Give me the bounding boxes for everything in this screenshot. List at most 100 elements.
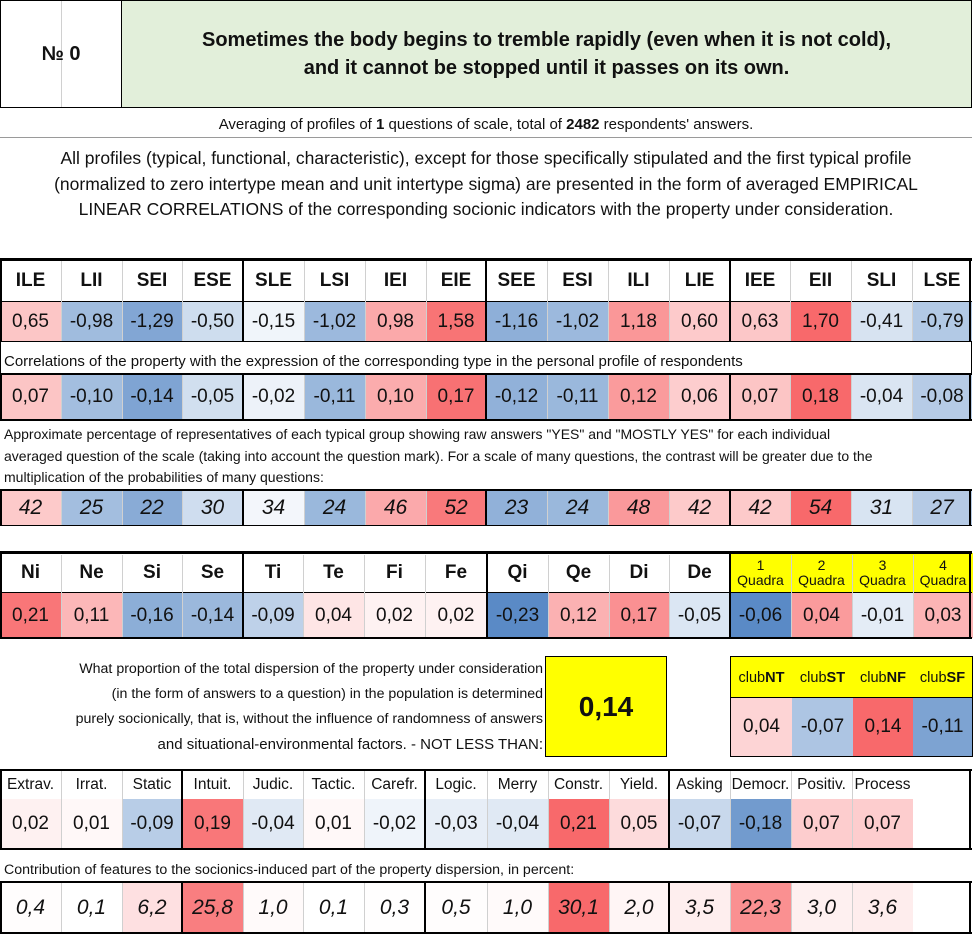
club-value: 0,04 [731,698,792,756]
trait-value: -0,18 [730,799,791,848]
trait-contrib-value: 3,6 [852,882,913,934]
trait-label: Static [132,775,172,793]
function-label: Qi [507,562,528,583]
type-label: EII [808,270,833,291]
question-title: Sometimes the body begins to tremble rap… [202,29,891,51]
function-value: -0,16 [122,593,182,638]
clubs-header-row [730,656,973,698]
type-label: SEE [497,270,536,291]
trait-contrib-value: 0,4 [0,882,61,934]
trait-label: Merry [497,775,538,793]
type-corr-value: -0,02 [243,375,304,419]
type-corr-value: 0,10 [365,375,426,419]
trait-value: 0,19 [182,799,243,848]
function-value: 0,04 [303,593,364,638]
type-corr-value: -0,08 [912,375,972,419]
trait-label: Carefr. [371,775,418,793]
trait-value: 0,07 [791,799,852,848]
trait-value: -0,09 [122,799,182,848]
type-label: IEI [383,270,408,291]
quadra-label: 4 Quadra [913,553,973,593]
type-corr-value: 0,06 [669,375,730,419]
trait-label: Process [854,775,911,793]
type-profile-value: 0,63 [730,302,790,342]
trait-label: Yield. [619,775,659,793]
type-pct-value: 46 [365,491,426,525]
respondents-count: 2482 [566,116,600,133]
function-value: -0,14 [182,593,243,638]
function-value: 0,02 [364,593,425,638]
type-label: EIE [440,270,472,291]
type-corr-value: -0,14 [122,375,182,419]
type-profile-value: 1,70 [790,302,851,342]
type-pct-value: 42 [730,491,790,525]
type-profile-value: -1,02 [547,302,608,342]
type-pct-value: 48 [608,491,669,525]
type-profile-value: -1,29 [122,302,182,342]
trait-label: Irrat. [75,775,108,793]
dispersion-value-box: 0,14 [545,656,667,757]
function-label: Fe [444,562,468,583]
question-number: № 0 [41,42,81,65]
trait-contrib-value: 30,1 [548,882,609,934]
trait-contrib-value: 3,5 [669,882,730,934]
trait-value: 0,21 [548,799,609,848]
types-pct-caption: Approximate percentage of representative… [4,426,873,485]
type-corr-value: -0,05 [182,375,243,419]
type-profile-value: -0,41 [851,302,912,342]
type-label: LIE [684,270,715,291]
quadra-value: 0,04 [791,593,852,638]
type-profile-value: 0,65 [0,302,61,342]
trait-label: Democr. [731,775,790,793]
dispersion-value: 0,14 [578,690,634,722]
dispersion-text: What proportion of the total dispersion … [75,661,543,753]
type-label: LSI [319,270,350,291]
trait-contrib-value: 2,0 [609,882,669,934]
type-label: LII [80,270,103,291]
function-label: De [687,562,712,583]
type-label: ESE [193,270,232,291]
type-corr-value: -0,11 [547,375,608,419]
clubs-values-row [730,698,973,757]
trait-value: -0,03 [425,799,487,848]
trait-value: 0,02 [0,799,61,848]
function-label: Di [629,562,649,583]
trait-value: -0,07 [669,799,730,848]
trait-label: Constr. [553,775,604,793]
type-profile-value: 1,58 [426,302,486,342]
type-label: ESI [562,270,593,291]
trait-contrib-value: 1,0 [243,882,303,934]
types-corr-caption: Correlations of the property with the ex… [4,353,743,370]
type-profile-value: -0,50 [182,302,243,342]
type-label: ILE [15,270,46,291]
function-label: Te [323,562,344,583]
type-pct-value: 22 [122,491,182,525]
trait-label: Logic. [435,775,477,793]
type-corr-value: 0,07 [730,375,790,419]
type-pct-value: 24 [304,491,365,525]
type-corr-value: -0,04 [851,375,912,419]
quadra-label: 2 Quadra [791,553,852,593]
trait-value: 0,01 [303,799,364,848]
function-label: Qe [565,562,592,583]
club-label: club ST [799,669,846,686]
trait-contrib-value: 0,1 [61,882,122,934]
function-value: 0,17 [609,593,669,638]
function-label: Ne [79,562,104,583]
type-pct-value: 31 [851,491,912,525]
function-value: 0,21 [0,593,61,638]
type-profile-value: -0,79 [912,302,972,342]
description-text: All profiles (typical, functional, chara… [54,148,918,219]
type-label: SEI [136,270,168,291]
function-label: Ni [21,562,40,583]
type-pct-value: 42 [669,491,730,525]
function-value: 0,12 [548,593,609,638]
type-profile-value: -0,98 [61,302,122,342]
type-label: SLE [255,270,292,291]
questions-count: 1 [376,116,385,133]
club-label: club NF [860,669,906,686]
trait-value: -0,02 [364,799,425,848]
type-pct-value: 34 [243,491,304,525]
function-label: Si [143,562,161,583]
averaging-line: Averaging of profiles of 1 questions of … [218,116,754,133]
